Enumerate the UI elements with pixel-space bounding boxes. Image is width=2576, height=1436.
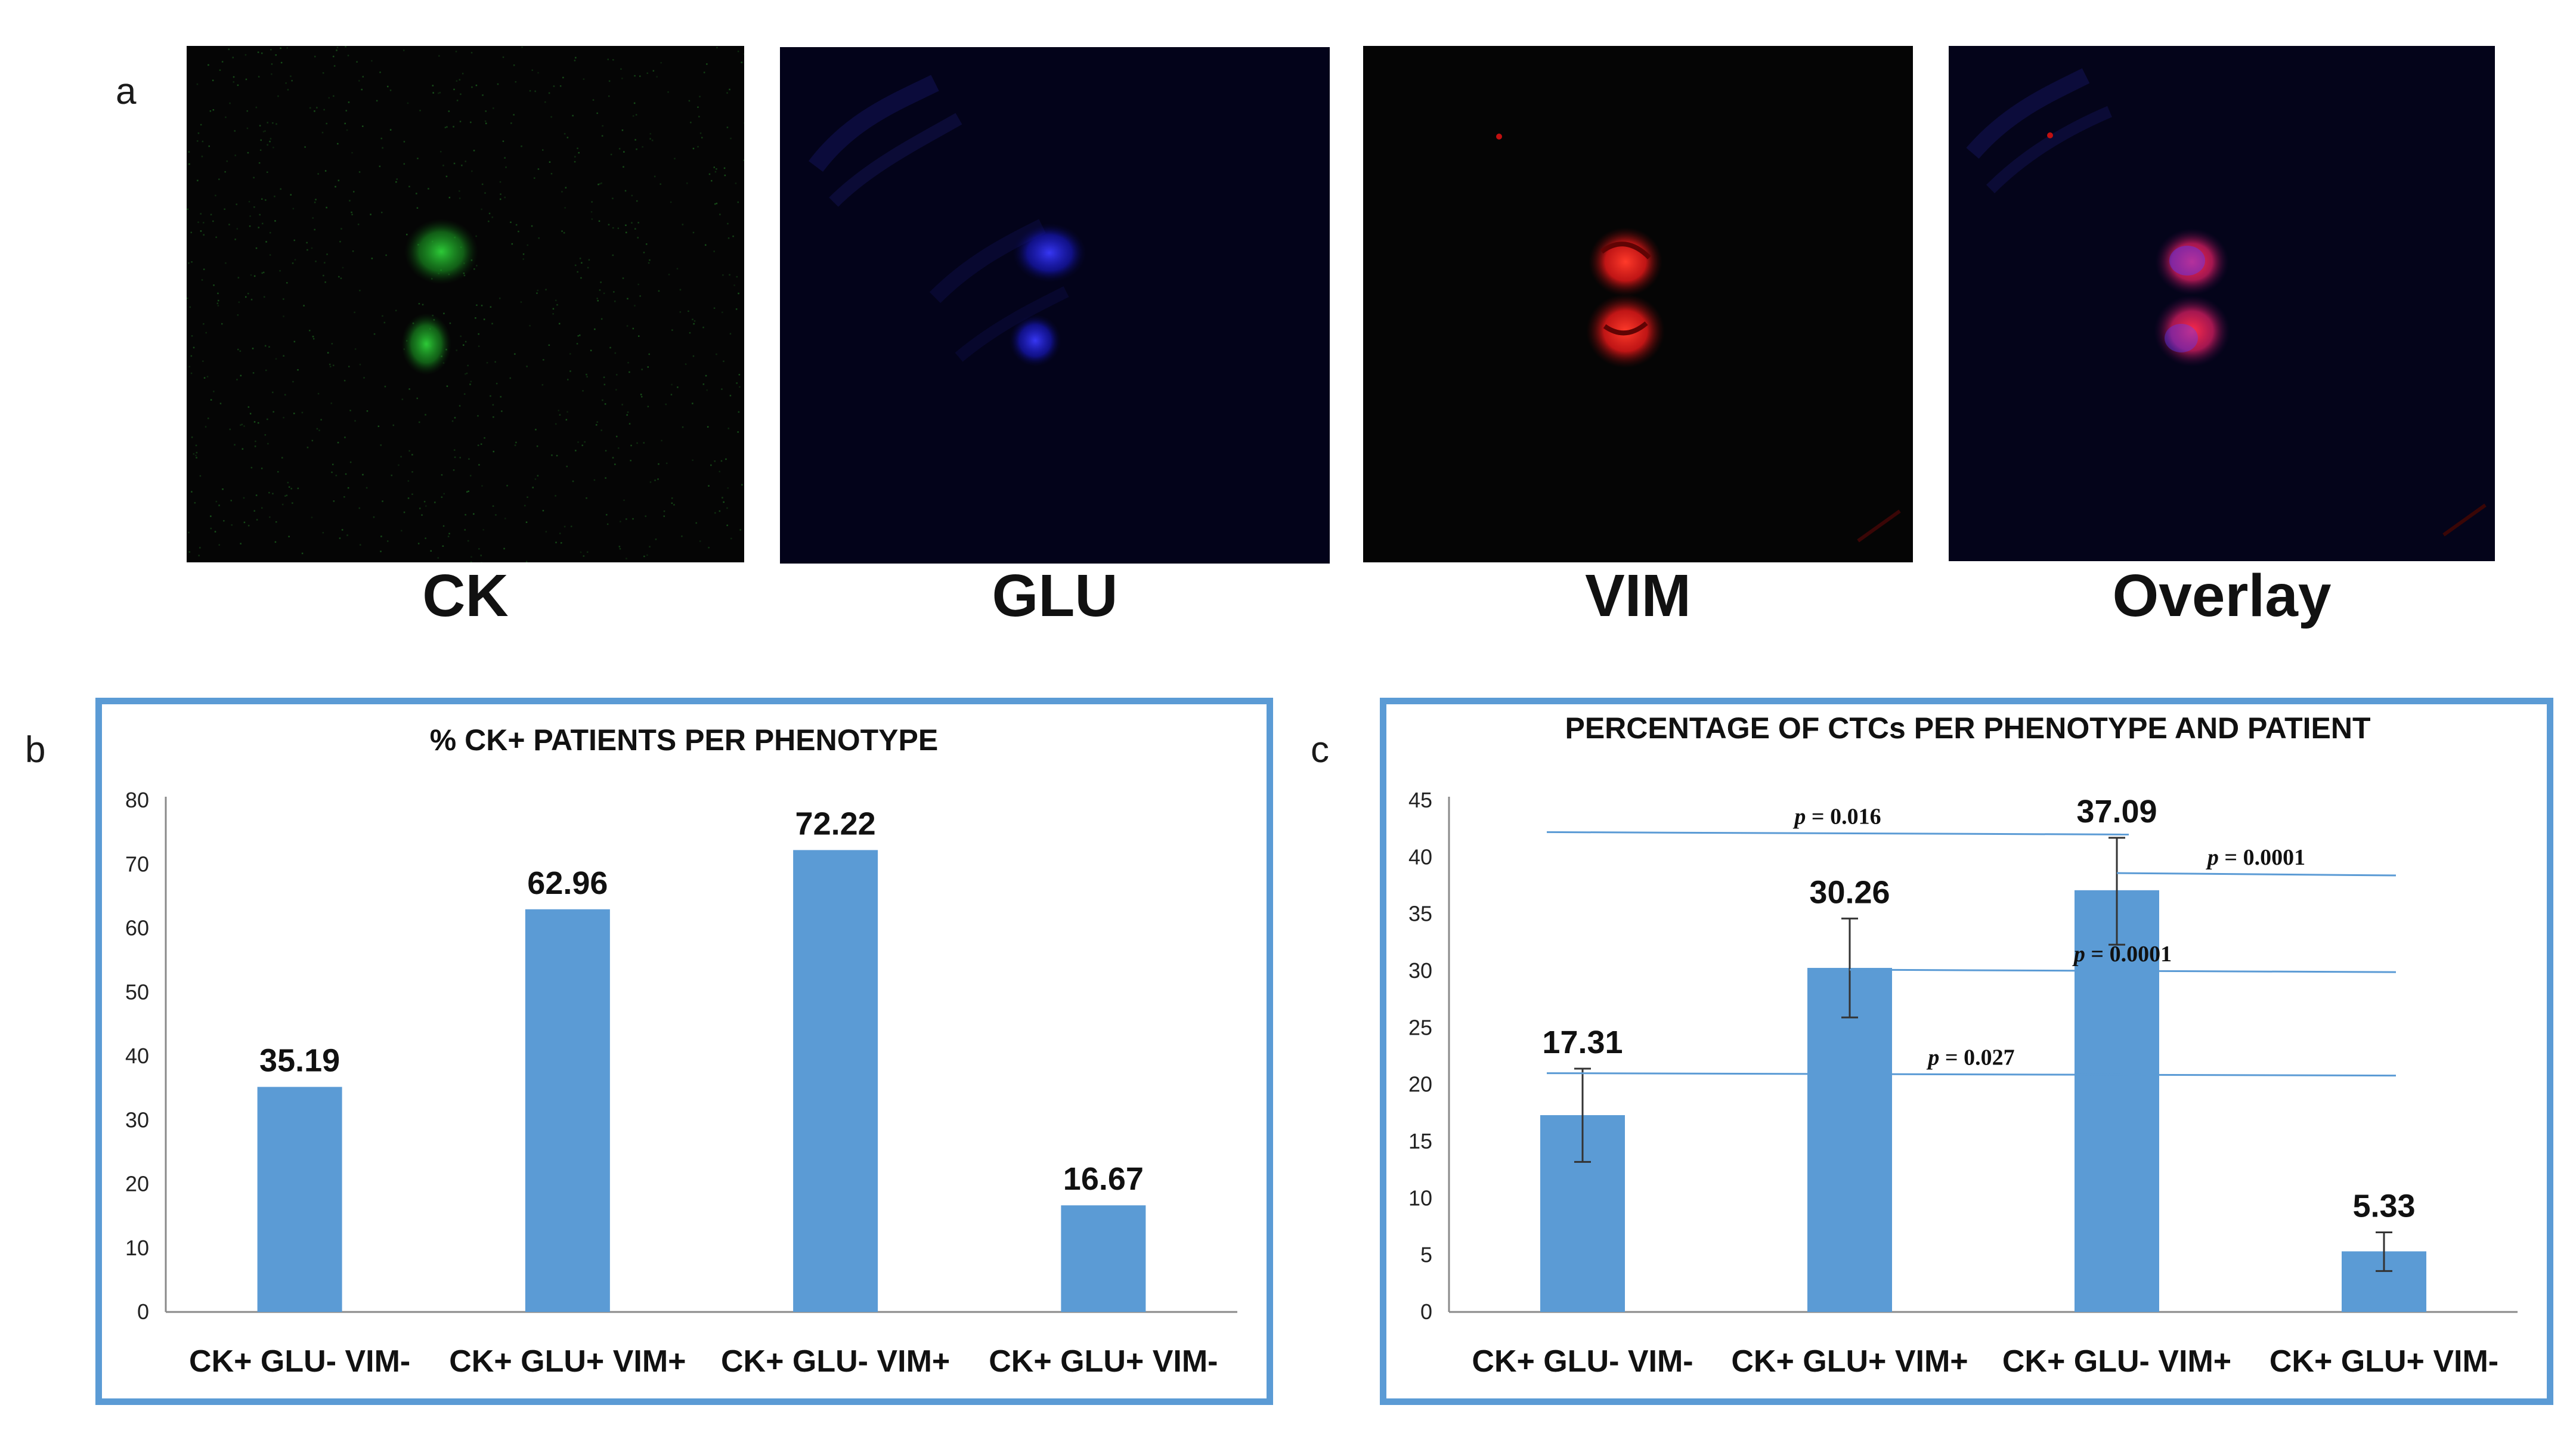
data-label: 35.19 bbox=[259, 1043, 340, 1079]
data-label: 17.31 bbox=[1542, 1025, 1623, 1060]
bar-2 bbox=[525, 909, 610, 1312]
y-tick-label: 35 bbox=[1408, 902, 1432, 926]
y-tick-label: 20 bbox=[125, 1172, 149, 1196]
y-tick-label: 30 bbox=[1408, 958, 1432, 983]
y-tick-label: 20 bbox=[1408, 1072, 1432, 1097]
micro-image-ck bbox=[187, 46, 744, 562]
bar-4 bbox=[1061, 1205, 1146, 1312]
p-value-label: p = 0.016 bbox=[1792, 804, 1881, 829]
y-tick-label: 25 bbox=[1408, 1015, 1432, 1039]
micro-image-overlay bbox=[1949, 46, 2495, 561]
y-tick-label: 10 bbox=[125, 1236, 149, 1260]
y-tick-label: 40 bbox=[1408, 844, 1432, 869]
data-label: 5.33 bbox=[2352, 1189, 2415, 1224]
y-tick-label: 0 bbox=[137, 1299, 149, 1324]
category-label: CK+ GLU- VIM- bbox=[1472, 1344, 1693, 1379]
bar-1 bbox=[257, 1087, 342, 1312]
category-label: CK+ GLU- VIM+ bbox=[2002, 1344, 2231, 1379]
micro-image-vim bbox=[1363, 46, 1913, 562]
significance-line bbox=[1546, 831, 2129, 835]
micro-caption-overlay: Overlay bbox=[2112, 562, 2332, 629]
y-tick-label: 0 bbox=[1420, 1299, 1432, 1324]
p-value-label: p = 0.0001 bbox=[2206, 845, 2305, 870]
category-label: CK+ GLU+ VIM- bbox=[2270, 1344, 2498, 1379]
chart-title: % CK+ PATIENTS PER PHENOTYPE bbox=[430, 723, 938, 757]
bar-2 bbox=[1807, 968, 1892, 1312]
y-tick-label: 40 bbox=[125, 1044, 149, 1068]
significance-line bbox=[1546, 1072, 2397, 1077]
bar-3 bbox=[793, 850, 878, 1312]
data-label: 72.22 bbox=[795, 806, 876, 841]
category-label: CK+ GLU+ VIM+ bbox=[449, 1344, 686, 1379]
y-tick-label: 70 bbox=[125, 852, 149, 876]
category-label: CK+ GLU+ VIM- bbox=[989, 1344, 1218, 1379]
y-tick-label: 15 bbox=[1408, 1129, 1432, 1153]
category-label: CK+ GLU+ VIM+ bbox=[1731, 1344, 1968, 1379]
significance-line bbox=[2116, 872, 2397, 877]
y-tick-label: 45 bbox=[1408, 788, 1432, 812]
bar-3 bbox=[2075, 890, 2159, 1312]
y-tick-label: 10 bbox=[1408, 1186, 1432, 1210]
y-tick-label: 80 bbox=[125, 788, 149, 812]
panel-a-label: a bbox=[116, 71, 137, 112]
y-tick-label: 60 bbox=[125, 916, 149, 940]
category-label: CK+ GLU- VIM- bbox=[189, 1344, 410, 1379]
significance-line bbox=[1849, 968, 2397, 973]
micro-caption-glu: GLU bbox=[992, 562, 1118, 629]
y-tick-label: 50 bbox=[125, 980, 149, 1004]
p-value-label: p = 0.0001 bbox=[2072, 942, 2172, 967]
panel-c-label: c bbox=[1311, 729, 1329, 770]
p-value-label: p = 0.027 bbox=[1926, 1045, 2014, 1070]
micro-image-glu bbox=[780, 47, 1330, 564]
y-tick-label: 30 bbox=[125, 1107, 149, 1132]
data-label: 30.26 bbox=[1809, 874, 1890, 910]
data-label: 62.96 bbox=[527, 865, 608, 901]
micro-caption-vim: VIM bbox=[1585, 562, 1691, 629]
chart-title: PERCENTAGE OF CTCs PER PHENOTYPE AND PAT… bbox=[1565, 711, 2370, 745]
data-label: 16.67 bbox=[1063, 1161, 1144, 1197]
y-tick-label: 5 bbox=[1420, 1243, 1432, 1267]
micro-caption-ck: CK bbox=[422, 562, 509, 629]
panel-b-label: b bbox=[25, 729, 46, 770]
data-label: 37.09 bbox=[2076, 794, 2157, 830]
category-label: CK+ GLU- VIM+ bbox=[721, 1344, 950, 1379]
